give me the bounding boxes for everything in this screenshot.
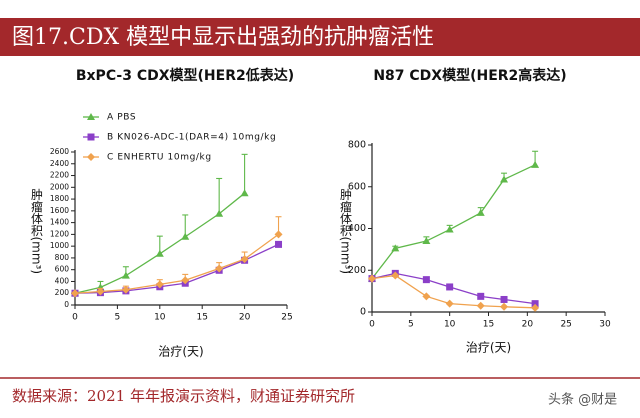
point xyxy=(391,244,400,252)
point xyxy=(476,301,485,310)
point xyxy=(445,225,454,233)
point xyxy=(531,303,540,312)
point xyxy=(446,283,454,291)
point xyxy=(531,160,540,168)
chart-title: N87 CDX模型(HER2高表达) xyxy=(373,67,566,84)
legend-marker xyxy=(87,113,95,120)
point xyxy=(215,264,224,273)
point xyxy=(121,271,130,279)
y-tick-label: 400 xyxy=(348,223,366,234)
x-axis-label: 治疗(天) xyxy=(158,345,203,359)
x-tick-label: 0 xyxy=(72,313,78,323)
x-tick-label: 0 xyxy=(369,320,375,330)
y-tick-label: 600 xyxy=(55,265,70,274)
point xyxy=(531,300,539,308)
series-line xyxy=(74,243,279,294)
chart-title: BxPC-3 CDX模型(HER2低表达) xyxy=(76,67,294,84)
point xyxy=(391,271,400,280)
y-tick-label: 2000 xyxy=(50,182,69,191)
y-tick-label: 2400 xyxy=(50,159,69,168)
x-tick-label: 20 xyxy=(239,313,251,323)
y-tick-label: 200 xyxy=(55,288,70,297)
point xyxy=(96,287,105,296)
x-tick-label: 30 xyxy=(599,320,611,330)
point xyxy=(422,276,430,284)
source: 数据来源：2021 年年报演示资料，财通证券研究所 xyxy=(12,387,355,405)
point xyxy=(155,280,164,289)
x-tick-label: 15 xyxy=(196,313,207,323)
point xyxy=(181,232,190,240)
series-line xyxy=(74,233,279,294)
y-tick-label: 1600 xyxy=(50,206,69,215)
y-tick-label: 800 xyxy=(348,140,366,151)
point xyxy=(477,292,485,300)
legend-label: C ENHERTU 10mg/kg xyxy=(107,153,212,163)
y-axis-label: 肿瘤体积(mm³) xyxy=(339,187,353,274)
point xyxy=(445,299,454,308)
x-tick-label: 10 xyxy=(444,320,456,330)
point xyxy=(500,175,509,183)
legend-marker xyxy=(87,153,95,161)
legend-marker xyxy=(87,133,95,141)
y-tick-label: 800 xyxy=(55,253,70,262)
point xyxy=(476,208,485,216)
point xyxy=(500,295,508,303)
y-tick-label: 400 xyxy=(55,276,70,285)
y-tick-label: 2600 xyxy=(50,147,69,156)
point xyxy=(240,255,249,264)
x-tick-label: 10 xyxy=(154,313,166,323)
watermark: 头条 @财是 xyxy=(548,392,617,408)
x-axis-label: 治疗(天) xyxy=(466,341,511,355)
x-tick-label: 25 xyxy=(560,320,571,330)
y-tick-label: 1200 xyxy=(50,229,69,238)
point xyxy=(155,249,164,257)
y-tick-label: 600 xyxy=(348,181,366,192)
point xyxy=(215,209,224,217)
header-bar xyxy=(0,18,640,56)
y-tick-label: 0 xyxy=(360,307,366,318)
point xyxy=(368,274,376,283)
y-axis-label: 肿瘤体积(mm³) xyxy=(30,187,44,274)
point xyxy=(422,237,431,245)
legend-label: A PBS xyxy=(107,113,136,123)
y-tick-label: 200 xyxy=(348,265,366,276)
header-title: 图17.CDX 模型中显示出强劲的抗肿瘤活性 xyxy=(12,25,434,50)
point xyxy=(422,292,431,301)
point xyxy=(121,285,130,294)
y-tick-label: 1000 xyxy=(50,241,69,250)
point xyxy=(275,240,283,248)
point xyxy=(500,302,509,311)
x-tick-label: 5 xyxy=(408,320,414,330)
point xyxy=(240,189,249,197)
legend-label: B KN026-ADC-1(DAR=4) 10mg/kg xyxy=(107,133,276,143)
x-tick-label: 25 xyxy=(281,313,292,323)
x-tick-label: 20 xyxy=(522,320,534,330)
x-tick-label: 5 xyxy=(115,313,121,323)
point xyxy=(181,276,190,285)
x-tick-label: 15 xyxy=(483,320,494,330)
y-tick-label: 2200 xyxy=(50,171,69,180)
y-tick-label: 1800 xyxy=(50,194,69,203)
y-tick-label: 0 xyxy=(64,300,69,309)
point xyxy=(71,289,79,298)
point xyxy=(274,230,283,239)
y-tick-label: 1400 xyxy=(50,218,69,227)
